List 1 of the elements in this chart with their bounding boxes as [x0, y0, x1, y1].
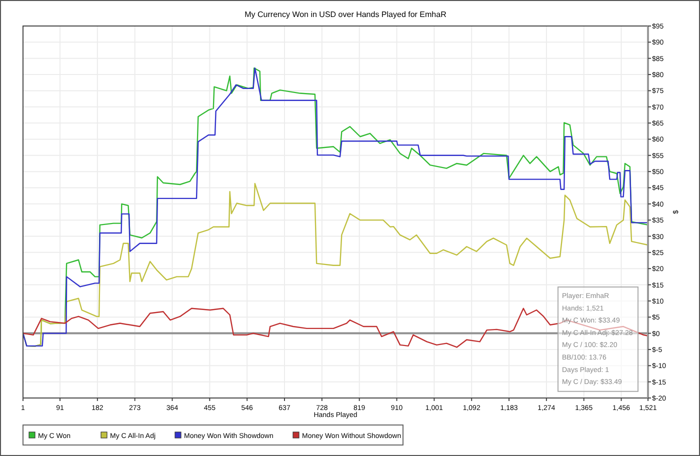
- chart-title: My Currency Won in USD over Hands Played for EmhaR: [244, 10, 447, 19]
